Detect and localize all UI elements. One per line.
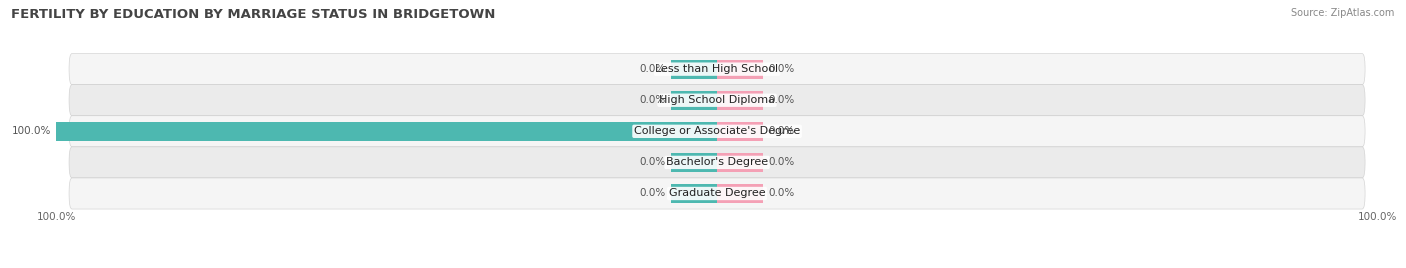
Bar [671,91,717,110]
Text: 0.0%: 0.0% [640,188,665,199]
Text: 0.0%: 0.0% [769,188,794,199]
Text: 0.0%: 0.0% [640,157,665,168]
Bar [56,122,717,141]
Text: 0.0%: 0.0% [769,64,794,74]
Bar [671,59,717,79]
Text: High School Diploma: High School Diploma [659,95,775,105]
Bar [717,59,763,79]
FancyBboxPatch shape [69,147,1365,178]
FancyBboxPatch shape [69,85,1365,116]
Bar [717,122,763,141]
Text: Bachelor's Degree: Bachelor's Degree [666,157,768,168]
Text: Graduate Degree: Graduate Degree [669,188,765,199]
FancyBboxPatch shape [69,116,1365,147]
Text: 0.0%: 0.0% [640,64,665,74]
FancyBboxPatch shape [69,178,1365,209]
Legend: Married, Unmarried: Married, Unmarried [643,265,792,268]
Bar [717,91,763,110]
Text: 100.0%: 100.0% [11,126,51,136]
Text: College or Associate's Degree: College or Associate's Degree [634,126,800,136]
Text: FERTILITY BY EDUCATION BY MARRIAGE STATUS IN BRIDGETOWN: FERTILITY BY EDUCATION BY MARRIAGE STATU… [11,8,496,21]
Bar [717,153,763,172]
Text: 0.0%: 0.0% [769,126,794,136]
FancyBboxPatch shape [69,54,1365,85]
Text: 0.0%: 0.0% [640,95,665,105]
Text: Less than High School: Less than High School [655,64,779,74]
Text: 0.0%: 0.0% [769,157,794,168]
Text: Source: ZipAtlas.com: Source: ZipAtlas.com [1291,8,1395,18]
Bar [671,153,717,172]
Bar [717,184,763,203]
Bar [671,184,717,203]
Text: 0.0%: 0.0% [769,95,794,105]
